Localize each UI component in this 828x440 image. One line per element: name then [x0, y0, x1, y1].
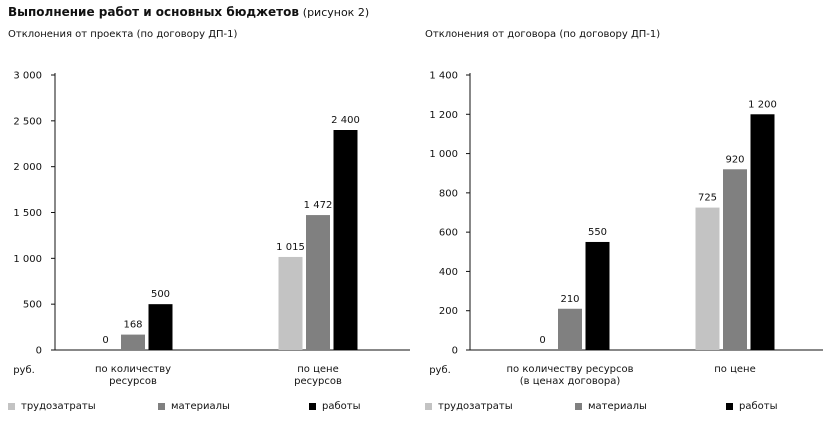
y-tick-label: 800 — [439, 188, 458, 199]
y-tick-label: 0 — [452, 346, 458, 357]
data-label-materials: 168 — [123, 320, 142, 331]
y-tick-label: 2 000 — [13, 162, 42, 173]
page-title-main: Выполнение работ и основных бюджетов — [8, 5, 299, 19]
category-label: ресурсов — [294, 376, 342, 387]
bar-materials — [306, 215, 330, 350]
legend-swatch-materials — [158, 403, 165, 410]
y-tick-label: 500 — [23, 300, 42, 311]
legend-label-works: работы — [322, 401, 361, 412]
y-tick-label: 400 — [439, 267, 458, 278]
page-title: Выполнение работ и основных бюджетов (ри… — [8, 5, 369, 19]
legend-label-materials: материалы — [588, 401, 647, 412]
data-label-labor: 0 — [102, 335, 108, 346]
category-label: по количеству — [95, 364, 171, 375]
legend-swatch-works — [309, 403, 316, 410]
y-tick-label: 1 500 — [13, 208, 42, 219]
y-tick-label: 1 000 — [429, 149, 458, 160]
data-label-works: 500 — [151, 289, 170, 300]
legend-item-works: работы — [726, 401, 777, 412]
bar-works — [750, 114, 775, 351]
bar-materials — [121, 334, 145, 350]
legend-label-materials: материалы — [171, 401, 230, 412]
bar-labor — [278, 256, 303, 350]
y-axis-unit-label: руб. — [429, 365, 451, 376]
data-label-works: 550 — [588, 227, 607, 238]
chart-1-title: Отклонения от проекта (по договору ДП-1) — [8, 29, 238, 40]
category-label: по цене — [714, 364, 755, 375]
legend-label-works: работы — [739, 401, 778, 412]
bar-works — [333, 130, 358, 350]
category-label: ресурсов — [109, 376, 157, 387]
data-label-materials: 920 — [725, 154, 744, 165]
bar-labor — [695, 207, 720, 350]
legend-item-labor: трудозатраты — [425, 401, 513, 412]
y-tick-label: 3 000 — [13, 71, 42, 82]
legend-swatch-materials — [575, 403, 582, 410]
y-tick-label: 1 200 — [429, 110, 458, 121]
y-tick-label: 0 — [36, 346, 42, 357]
data-label-works: 2 400 — [331, 115, 360, 126]
legend-swatch-labor — [425, 403, 432, 410]
data-label-labor: 725 — [698, 193, 717, 204]
bar-works — [148, 304, 173, 350]
legend-item-works: работы — [309, 401, 360, 412]
legend-item-materials: материалы — [158, 401, 230, 412]
legend-swatch-labor — [8, 403, 15, 410]
y-tick-label: 600 — [439, 228, 458, 239]
category-label: по цене — [297, 364, 338, 375]
data-label-materials: 1 472 — [304, 200, 333, 211]
y-tick-label: 1 400 — [429, 71, 458, 82]
legend-item-labor: трудозатраты — [8, 401, 96, 412]
category-label: по количеству ресурсов — [506, 364, 633, 375]
legend-label-labor: трудозатраты — [438, 401, 513, 412]
page-title-subtitle: (рисунок 2) — [302, 6, 370, 19]
legend-swatch-works — [726, 403, 733, 410]
data-label-works: 1 200 — [748, 99, 777, 110]
y-axis-unit-label: руб. — [13, 365, 35, 376]
bar-materials — [723, 169, 747, 350]
y-tick-label: 1 000 — [13, 254, 42, 265]
bar-materials — [558, 308, 582, 350]
data-label-materials: 210 — [560, 294, 579, 305]
legend-label-labor: трудозатраты — [21, 401, 96, 412]
data-label-labor: 0 — [539, 335, 545, 346]
y-tick-label: 2 500 — [13, 116, 42, 127]
y-tick-label: 200 — [439, 306, 458, 317]
data-label-labor: 1 015 — [276, 242, 305, 253]
bar-works — [585, 241, 610, 350]
chart-2-title: Отклонения от договора (по договору ДП-1… — [425, 29, 661, 40]
category-label: (в ценах договора) — [520, 376, 621, 387]
legend-item-materials: материалы — [575, 401, 647, 412]
